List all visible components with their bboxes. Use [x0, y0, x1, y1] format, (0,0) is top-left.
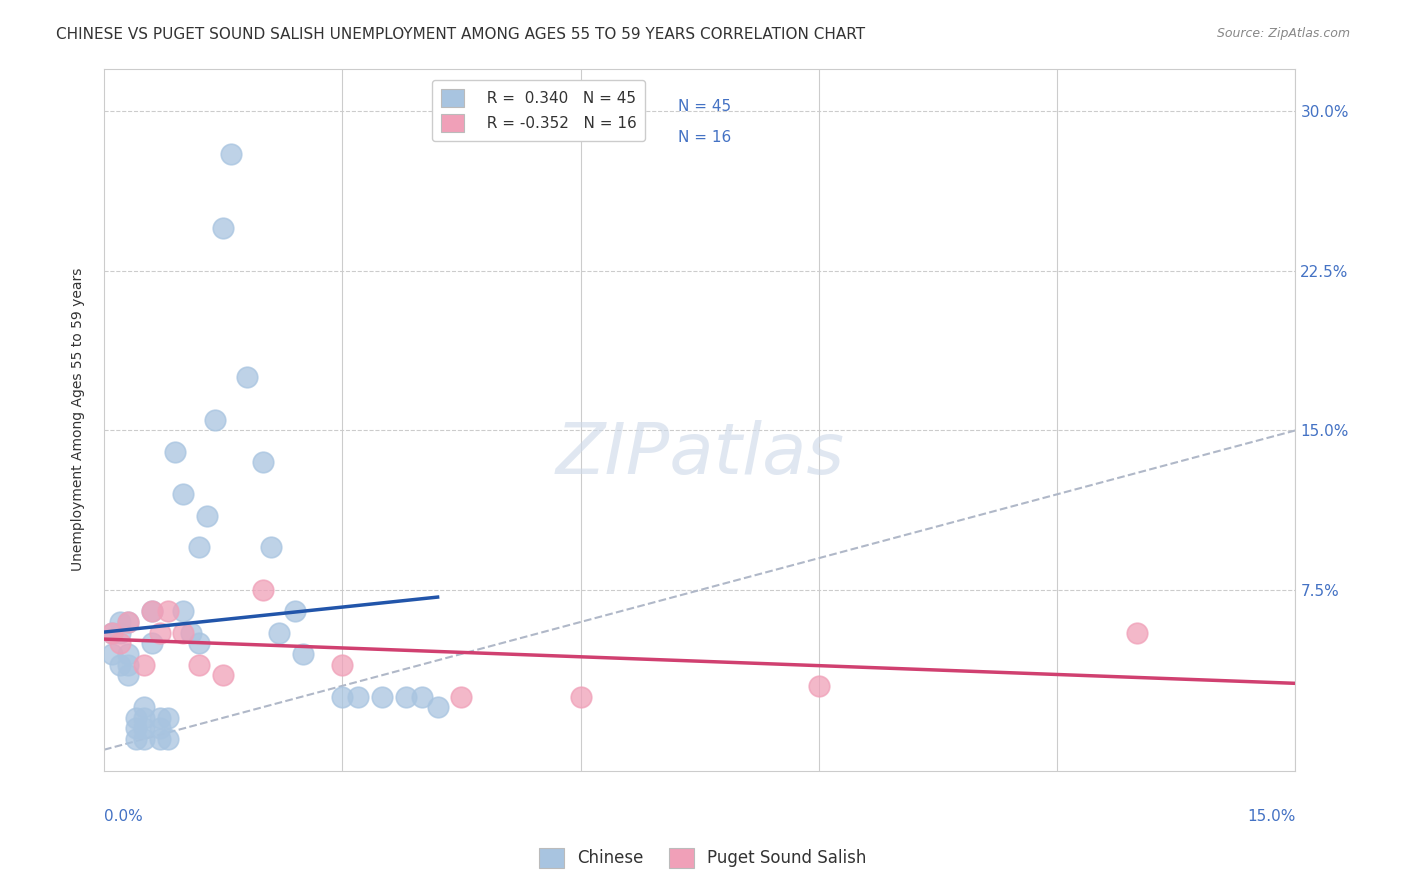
Point — [141, 604, 163, 618]
Text: N = 16: N = 16 — [678, 129, 731, 145]
Point — [108, 636, 131, 650]
Point — [212, 668, 235, 682]
Y-axis label: Unemployment Among Ages 55 to 59 years: Unemployment Among Ages 55 to 59 years — [72, 268, 86, 572]
Text: -0.352: -0.352 — [530, 129, 579, 145]
Point — [395, 690, 418, 704]
Point — [330, 657, 353, 672]
Point — [426, 700, 449, 714]
Point — [450, 690, 472, 704]
Point — [284, 604, 307, 618]
Point — [125, 722, 148, 736]
Point — [117, 668, 139, 682]
Point — [132, 657, 155, 672]
Text: 0.340: 0.340 — [536, 99, 579, 114]
Point — [411, 690, 433, 704]
Point — [141, 604, 163, 618]
Point — [117, 657, 139, 672]
Point — [1125, 625, 1147, 640]
Point — [117, 615, 139, 629]
Point — [204, 413, 226, 427]
Point — [132, 722, 155, 736]
Point — [156, 604, 179, 618]
Point — [156, 732, 179, 747]
Point — [132, 700, 155, 714]
Point — [252, 583, 274, 598]
Point — [195, 508, 218, 523]
Point — [156, 711, 179, 725]
Point — [569, 690, 592, 704]
Point — [125, 711, 148, 725]
Point — [188, 541, 211, 555]
Text: 15.0%: 15.0% — [1247, 809, 1295, 824]
Point — [188, 636, 211, 650]
Point — [108, 615, 131, 629]
Point — [149, 732, 172, 747]
Point — [165, 444, 187, 458]
Point — [252, 455, 274, 469]
Point — [371, 690, 394, 704]
Point — [172, 625, 194, 640]
Text: CHINESE VS PUGET SOUND SALISH UNEMPLOYMENT AMONG AGES 55 TO 59 YEARS CORRELATION: CHINESE VS PUGET SOUND SALISH UNEMPLOYME… — [56, 27, 865, 42]
Point — [101, 625, 124, 640]
Point — [101, 625, 124, 640]
Point — [149, 625, 172, 640]
Legend:   R =  0.340   N = 45,   R = -0.352   N = 16: R = 0.340 N = 45, R = -0.352 N = 16 — [432, 79, 645, 142]
Point — [141, 636, 163, 650]
Point — [108, 625, 131, 640]
Point — [172, 604, 194, 618]
Point — [132, 711, 155, 725]
Point — [260, 541, 283, 555]
Point — [125, 732, 148, 747]
Point — [807, 679, 830, 693]
Point — [347, 690, 370, 704]
Point — [219, 146, 242, 161]
Text: ZIPatlas: ZIPatlas — [555, 420, 844, 490]
Text: Source: ZipAtlas.com: Source: ZipAtlas.com — [1216, 27, 1350, 40]
Point — [117, 647, 139, 661]
Point — [330, 690, 353, 704]
Point — [291, 647, 314, 661]
Legend: Chinese, Puget Sound Salish: Chinese, Puget Sound Salish — [533, 841, 873, 875]
Point — [117, 615, 139, 629]
Point — [212, 221, 235, 235]
Point — [236, 370, 259, 384]
Point — [267, 625, 290, 640]
Point — [108, 657, 131, 672]
Point — [132, 732, 155, 747]
Point — [149, 722, 172, 736]
Point — [188, 657, 211, 672]
Text: N = 45: N = 45 — [678, 99, 731, 114]
Point — [101, 647, 124, 661]
Point — [149, 711, 172, 725]
Point — [172, 487, 194, 501]
Point — [180, 625, 202, 640]
Text: 0.0%: 0.0% — [104, 809, 143, 824]
